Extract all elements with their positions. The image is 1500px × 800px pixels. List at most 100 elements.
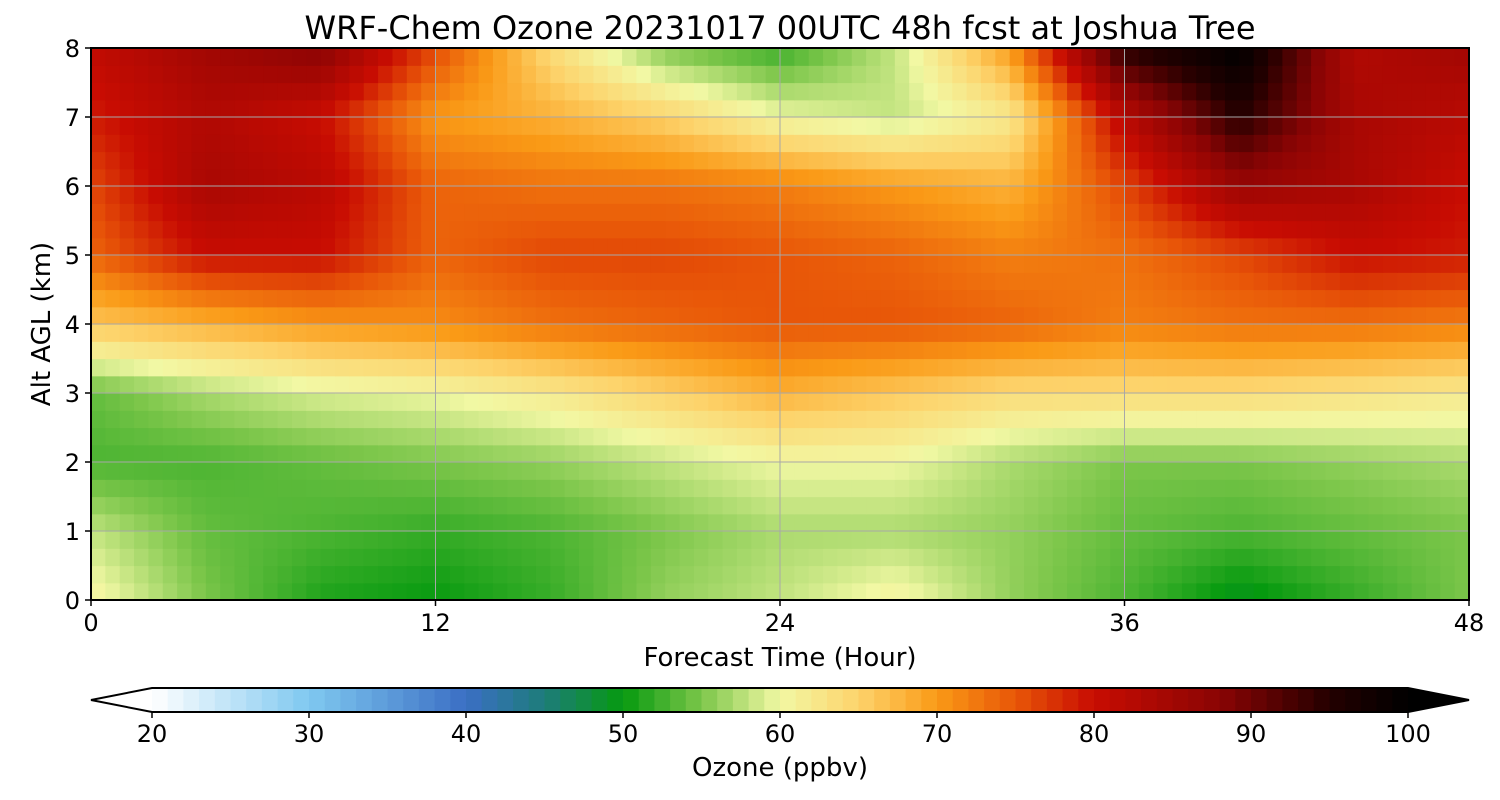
heatmap-cell [837, 427, 853, 446]
heatmap-cell [406, 272, 422, 291]
heatmap-cell [607, 444, 623, 463]
heatmap-cell [564, 272, 580, 291]
heatmap-cell [91, 565, 106, 584]
chart-title: WRF-Chem Ozone 20231017 00UTC 48h fcst a… [304, 9, 1255, 47]
heatmap-cell [263, 151, 279, 170]
heatmap-cell [1411, 306, 1427, 325]
heatmap-cell [708, 151, 724, 170]
heatmap-cell [277, 289, 293, 308]
heatmap-cell [995, 117, 1011, 135]
heatmap-cell [421, 548, 437, 567]
heatmap-cell [1095, 151, 1111, 170]
heatmap-cell [952, 237, 968, 256]
heatmap-cell [378, 272, 394, 291]
heatmap-cell [335, 375, 350, 394]
heatmap-cell [1354, 427, 1370, 446]
heatmap-cell [1052, 324, 1068, 342]
heatmap-cell [1052, 582, 1068, 601]
heatmap-cell [751, 565, 767, 584]
heatmap-cell [708, 117, 724, 135]
heatmap-cell [291, 82, 307, 101]
heatmap-cell [550, 237, 566, 256]
heatmap-cell [507, 531, 523, 549]
heatmap-cell [636, 186, 652, 204]
heatmap-cell [191, 531, 207, 549]
heatmap-cell [306, 289, 322, 308]
heatmap-cell [1038, 531, 1054, 549]
heatmap-cell [1224, 548, 1240, 567]
heatmap-cell [248, 375, 264, 394]
heatmap-cell [91, 237, 106, 256]
heatmap-cell [966, 582, 982, 601]
heatmap-cell [693, 410, 709, 429]
colorbar-swatch [701, 688, 718, 712]
heatmap-cell [1268, 358, 1283, 377]
heatmap-cell [952, 255, 968, 273]
heatmap-cell [1024, 375, 1039, 394]
heatmap-cell [1095, 513, 1111, 532]
heatmap-cell [320, 427, 336, 446]
heatmap-cell [1181, 117, 1197, 135]
heatmap-cell [823, 548, 839, 567]
heatmap-cell [1311, 220, 1327, 239]
heatmap-cell [1239, 324, 1255, 342]
heatmap-cell [880, 341, 896, 360]
heatmap-cell [736, 393, 752, 411]
heatmap-cell [1052, 479, 1068, 498]
heatmap-cell [1181, 324, 1197, 342]
heatmap-cell [751, 99, 767, 118]
heatmap-cell [277, 375, 293, 394]
heatmap-cell [909, 410, 925, 429]
heatmap-cell [937, 427, 953, 446]
heatmap-cell [320, 255, 336, 273]
heatmap-cell [866, 99, 882, 118]
heatmap-cell [248, 462, 264, 480]
heatmap-cell [1167, 272, 1183, 291]
heatmap-cell [1311, 462, 1327, 480]
heatmap-cell [1397, 496, 1413, 515]
heatmap-cell [1153, 203, 1169, 222]
heatmap-cell [650, 548, 666, 567]
colorbar-swatch [1329, 688, 1346, 712]
heatmap-cell [1167, 358, 1183, 377]
heatmap-cell [277, 272, 293, 291]
heatmap-cell [1368, 48, 1384, 66]
heatmap-cell [1253, 255, 1269, 273]
heatmap-cell [263, 444, 279, 463]
heatmap-cell [277, 151, 293, 170]
heatmap-cell [1052, 255, 1068, 273]
x-axis-ticks: 0 12 24 36 48 [83, 600, 1484, 637]
heatmap-cell [1038, 462, 1054, 480]
heatmap-cell [220, 548, 236, 567]
heatmap-cell [1153, 513, 1169, 532]
heatmap-cell [349, 479, 365, 498]
heatmap-cell [435, 306, 451, 325]
heatmap-cell [234, 306, 250, 325]
heatmap-cell [622, 444, 638, 463]
heatmap-cell [1411, 548, 1427, 567]
heatmap-cell [306, 306, 322, 325]
colorbar-swatch [152, 688, 169, 712]
heatmap-cell [980, 65, 996, 84]
heatmap-cell [579, 82, 594, 101]
heatmap-cell [248, 168, 264, 187]
heatmap-cell [808, 151, 824, 170]
heatmap-cell [421, 134, 437, 153]
heatmap-cell [535, 151, 551, 170]
heatmap-cell [406, 220, 422, 239]
heatmap-cell [579, 151, 594, 170]
heatmap-cell [823, 237, 839, 256]
heatmap-cell [1368, 324, 1384, 342]
heatmap-cell [363, 410, 379, 429]
heatmap-cell [1038, 289, 1054, 308]
heatmap-cell [1411, 272, 1427, 291]
heatmap-cell [593, 496, 609, 515]
heatmap-cell [177, 186, 193, 204]
heatmap-cell [1138, 444, 1154, 463]
heatmap-cell [880, 186, 896, 204]
heatmap-cell [91, 548, 106, 567]
heatmap-cell [923, 272, 939, 291]
heatmap-cell [392, 220, 408, 239]
heatmap-cell [1425, 531, 1441, 549]
